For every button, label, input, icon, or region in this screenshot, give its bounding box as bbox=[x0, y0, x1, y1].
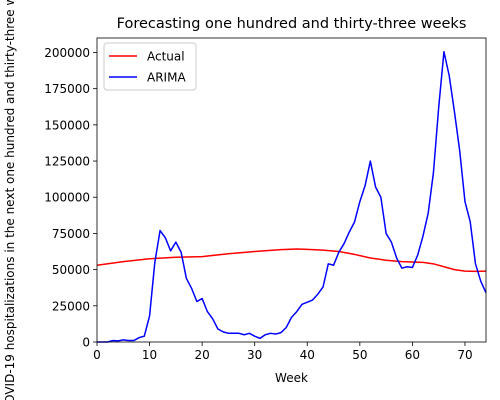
x-axis-label: Week bbox=[275, 371, 308, 385]
legend-label: ARIMA bbox=[147, 71, 186, 85]
legend: Actual ARIMA bbox=[103, 42, 197, 91]
y-tick-label: 75000 bbox=[52, 227, 90, 241]
y-tick-label: 200000 bbox=[44, 46, 90, 60]
legend-label: Actual bbox=[147, 50, 185, 64]
y-axis-label: COVID-19 hospitalizations in the next on… bbox=[3, 0, 17, 400]
y-tick-label: 50000 bbox=[52, 263, 90, 277]
y-tick-label: 25000 bbox=[52, 299, 90, 313]
x-tick-label: 50 bbox=[352, 348, 367, 362]
legend-box bbox=[103, 42, 197, 91]
x-tick-label: 40 bbox=[300, 348, 315, 362]
x-tick-label: 70 bbox=[457, 348, 472, 362]
x-tick-label: 0 bbox=[93, 348, 101, 362]
x-tick-label: 30 bbox=[247, 348, 262, 362]
chart-title: Forecasting one hundred and thirty-three… bbox=[117, 16, 467, 32]
y-tick-label: 175000 bbox=[44, 82, 90, 96]
series-line-arima bbox=[97, 51, 487, 343]
plot-series bbox=[96, 51, 487, 343]
y-tick-label: 100000 bbox=[44, 191, 90, 205]
x-tick-label: 10 bbox=[142, 348, 157, 362]
x-tick-label: 20 bbox=[194, 348, 209, 362]
x-tick-label: 60 bbox=[405, 348, 420, 362]
y-tick-label: 150000 bbox=[44, 118, 90, 132]
y-tick-label: 125000 bbox=[44, 155, 90, 169]
x-axis: 0 10 20 30 40 50 60 70 bbox=[93, 342, 473, 362]
plot-frame bbox=[96, 37, 487, 343]
y-tick-label: 0 bbox=[82, 336, 90, 350]
y-axis: 0 25000 50000 75000 100000 125000 150000 175000… bbox=[44, 46, 97, 350]
